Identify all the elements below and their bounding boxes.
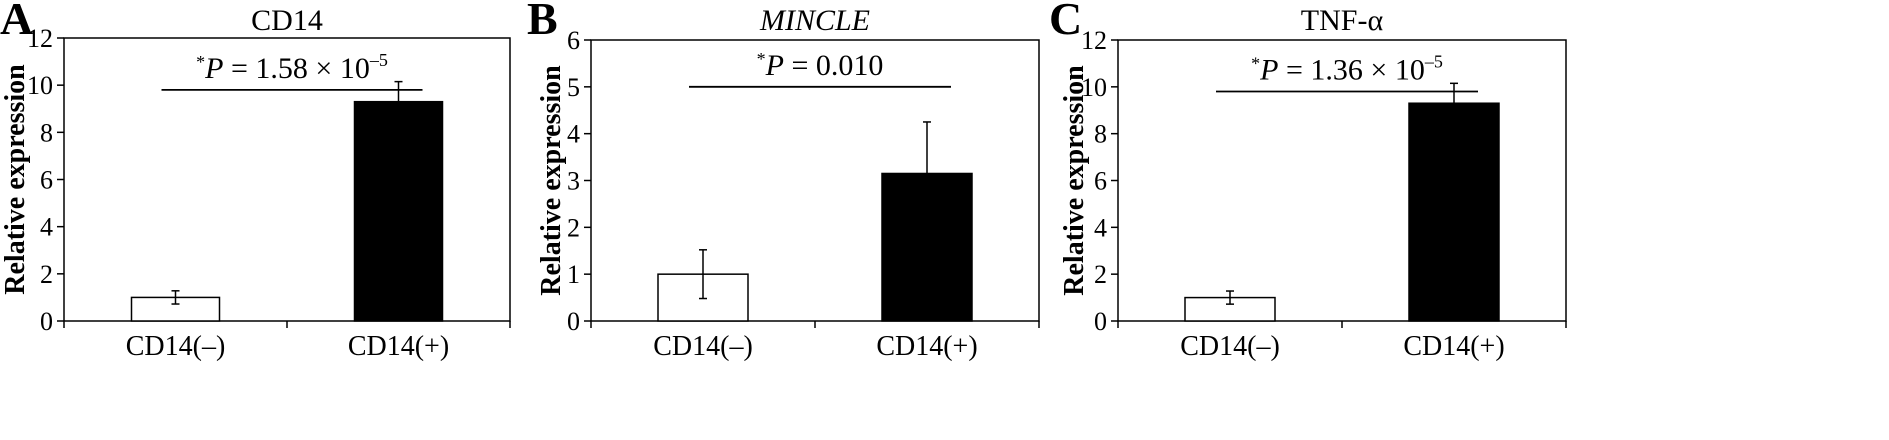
y-tick-label: 8 [1094,120,1107,149]
chart-title: TNF-α [1301,4,1384,37]
y-tick-label: 1 [567,260,580,289]
bar [353,100,444,322]
y-tick-label: 12 [1081,26,1107,55]
y-tick-label: 4 [40,213,53,242]
y-tick-label: 2 [1094,260,1107,289]
chart-panel-a: A CD14 0 2 4 6 8 10 12 CD14(–) CD14(+) *P = 1.58 × … [0,0,511,362]
y-tick-label: 4 [567,120,580,149]
y-tick-label: 2 [40,260,53,289]
y-tick-label: 5 [567,73,580,102]
x-category-label: CD14(+) [348,331,449,362]
error-bar [171,290,180,305]
x-category-label: CD14(–) [653,331,753,362]
y-tick-label: 6 [1094,167,1107,196]
p-value-label: *P = 0.010 [757,49,884,82]
y-tick-label: 10 [1081,73,1107,102]
bar [1408,102,1500,322]
error-bar [1226,290,1234,305]
y-axis-label: Relative expression [0,64,31,295]
y-tick-label: 6 [40,166,53,195]
y-tick-label: 0 [40,307,53,336]
y-tick-label: 0 [567,307,580,336]
p-value-label: *P = 1.36 × 10–5 [1251,52,1443,87]
chart-title: MINCLE [759,4,870,37]
x-category-label: CD14(–) [1180,331,1280,362]
error-bar [923,121,931,174]
y-tick-label: 0 [1094,307,1107,336]
y-tick-label: 10 [27,71,53,100]
y-tick-label: 3 [567,167,580,196]
panel-letter: C [1049,0,1082,44]
error-bar [1450,82,1458,104]
chart-title: CD14 [251,4,323,37]
error-bar [699,249,707,300]
bar [881,172,973,322]
error-bar [394,80,403,102]
chart-panel-c: C TNF-α 0 2 4 6 8 10 12 CD14(–) CD14(+) *P = 1.36 ×… [1049,0,1567,362]
y-tick-label: 8 [40,118,53,147]
x-category-label: CD14(+) [876,331,977,362]
panel-letter: A [0,0,33,44]
x-category-label: CD14(+) [1403,331,1504,362]
panel-letter: B [527,0,558,44]
p-value-label: *P = 1.58 × 10–5 [196,50,388,85]
y-tick-label: 4 [1094,213,1107,242]
y-tick-label: 6 [567,26,580,55]
y-tick-label: 2 [567,213,580,242]
y-axis-label: Relative expression [536,65,567,296]
chart-panel-b: B MINCLE 0 1 2 3 4 5 6 CD14(–) CD14(+) *P = 0.010 Re… [527,0,1040,362]
y-tick-label: 12 [27,24,53,53]
y-axis-label: Relative expression [1059,65,1090,296]
x-category-label: CD14(–) [126,331,226,362]
